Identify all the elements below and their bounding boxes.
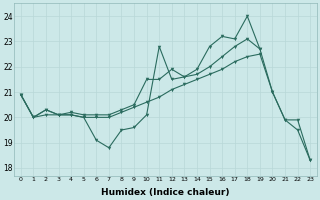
X-axis label: Humidex (Indice chaleur): Humidex (Indice chaleur)	[101, 188, 230, 197]
